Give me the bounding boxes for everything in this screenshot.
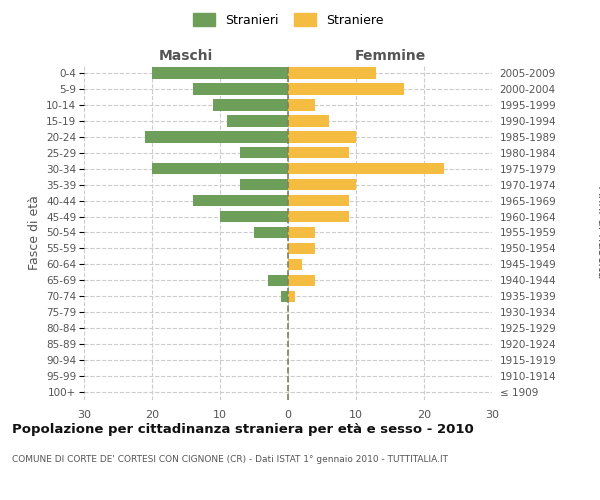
Bar (193, 195, 288, 206)
Bar (288, 211, 349, 222)
Bar (241, 147, 288, 158)
Bar (241, 179, 288, 190)
Bar (254, 227, 288, 238)
Bar (288, 67, 376, 78)
Bar (145, 131, 288, 142)
Bar (288, 242, 315, 254)
Bar (220, 211, 288, 222)
Bar (288, 274, 315, 286)
Bar (288, 179, 356, 190)
Bar (288, 147, 349, 158)
Bar (288, 83, 404, 94)
Bar (288, 195, 349, 206)
Bar (213, 99, 288, 110)
Bar (268, 274, 288, 286)
Legend: Stranieri, Straniere: Stranieri, Straniere (188, 8, 389, 32)
Bar (288, 115, 329, 126)
Bar (281, 290, 288, 302)
Bar (288, 227, 315, 238)
Bar (227, 115, 288, 126)
Y-axis label: Anni di nascita: Anni di nascita (595, 186, 600, 279)
Text: COMUNE DI CORTE DE' CORTESI CON CIGNONE (CR) - Dati ISTAT 1° gennaio 2010 - TUTT: COMUNE DI CORTE DE' CORTESI CON CIGNONE … (12, 455, 448, 464)
Text: Femmine: Femmine (355, 48, 425, 62)
Bar (288, 99, 315, 110)
Text: Popolazione per cittadinanza straniera per età e sesso - 2010: Popolazione per cittadinanza straniera p… (12, 422, 474, 436)
Text: Maschi: Maschi (159, 48, 213, 62)
Bar (288, 163, 445, 174)
Bar (152, 163, 288, 174)
Bar (288, 258, 302, 270)
Bar (288, 131, 356, 142)
Bar (193, 83, 288, 94)
Y-axis label: Fasce di età: Fasce di età (28, 195, 41, 270)
Bar (152, 67, 288, 78)
Bar (288, 290, 295, 302)
